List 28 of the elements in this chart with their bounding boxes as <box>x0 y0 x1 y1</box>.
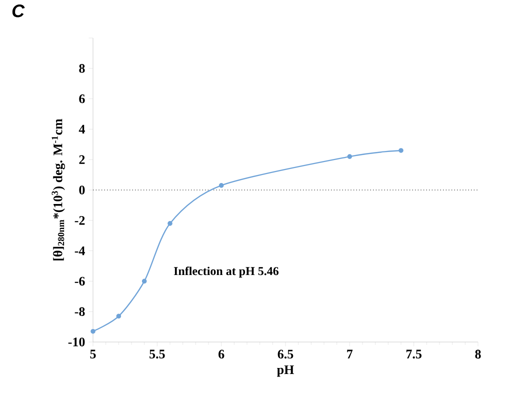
x-axis-title: pH <box>277 365 294 377</box>
x-tick-label: 7.5 <box>406 350 422 358</box>
y-tick-label: -2 <box>74 216 85 225</box>
point <box>347 154 352 159</box>
y-tick-label: 2 <box>79 155 85 164</box>
point <box>90 328 96 334</box>
y-tick-label: -8 <box>74 307 85 316</box>
x-tick-label: 6 <box>218 350 224 359</box>
y-tick-label: 0 <box>79 186 85 194</box>
x-tick-label: 5 <box>90 350 96 358</box>
y-tick-label: 4 <box>78 124 85 134</box>
point <box>168 221 172 226</box>
y-tick-label: -4 <box>74 246 85 256</box>
x-tick-label: 8 <box>475 350 481 359</box>
y-tick-label: 8 <box>79 64 85 73</box>
chart-title: C <box>12 4 25 18</box>
point <box>218 183 224 188</box>
y-tick-label: -10 <box>68 338 85 346</box>
annotation: Inflection at pH 5.46 <box>174 266 279 278</box>
x-tick-label: 5.5 <box>150 350 165 358</box>
y-axis-title: [θ]$_{280nm}$*(10$^{3}$) deg. M$^{-1}$cm <box>52 118 66 260</box>
x-tick-label: 7 <box>347 350 353 358</box>
point <box>116 314 122 319</box>
point <box>142 278 147 284</box>
x-tick-label: 6.5 <box>278 350 294 359</box>
y-tick-label: 6 <box>79 94 85 104</box>
y-tick-label: -6 <box>74 276 85 286</box>
point <box>398 148 404 153</box>
